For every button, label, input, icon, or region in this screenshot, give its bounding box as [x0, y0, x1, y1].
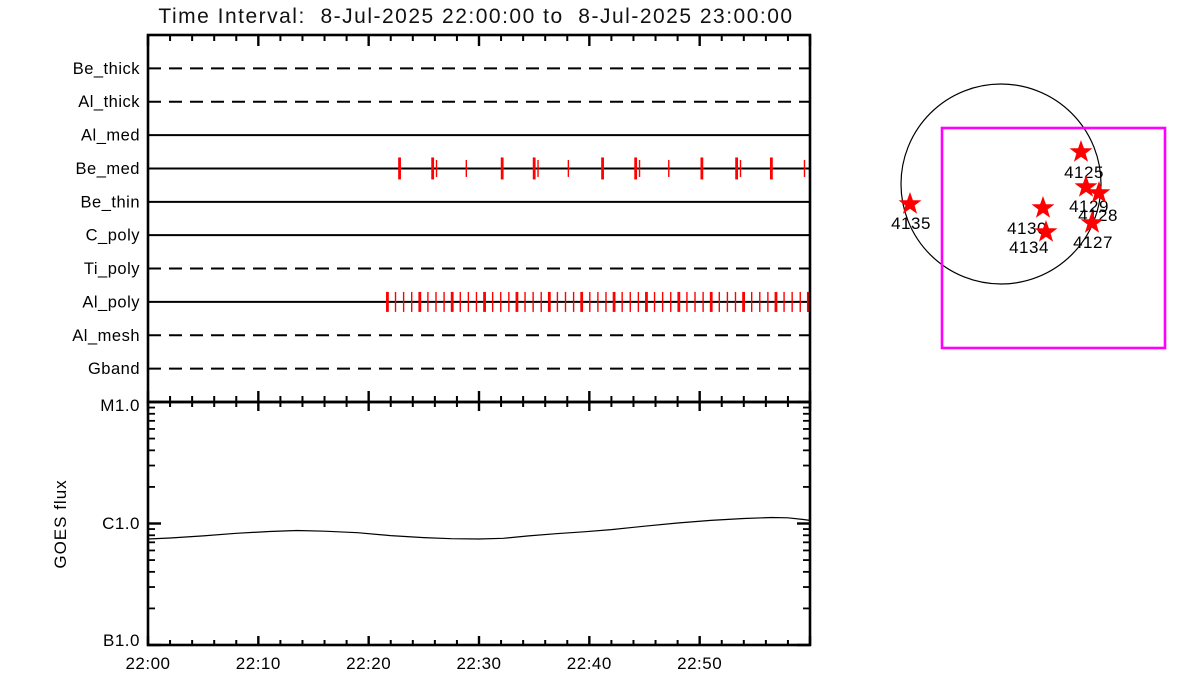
filter-row-label: Be_thin: [81, 193, 140, 211]
active-region-star: [1034, 219, 1058, 242]
goes-y-axis-label: M1.0: [100, 396, 140, 415]
filter-row-label: C_poly: [86, 227, 141, 245]
timeline-panel-border: [146, 33, 812, 404]
active-region-star: [1031, 195, 1055, 218]
axis-ticks: [146, 35, 812, 647]
goes-flux-axis-title: GOES flux: [51, 479, 70, 568]
filter-row-label: Ti_poly: [84, 260, 140, 278]
time-tick-label: 22:50: [677, 654, 722, 673]
active-region-number-label: 4135: [891, 214, 931, 233]
filter-row-label: Al_med: [81, 127, 140, 145]
active-region-number-label: 4129: [1069, 197, 1109, 216]
active-region-number-label: 4134: [1009, 238, 1049, 257]
goes-panel-border: [146, 400, 812, 647]
time-tick-label: 22:30: [456, 654, 501, 673]
axis-text-labels: Be_thick Al_thick Al_med Be_med Be_thin C_pol…: [72, 60, 722, 673]
solar-limb-circle: [900, 83, 1102, 285]
active-region-number-label: 4130: [1007, 219, 1047, 238]
filter-row-label: Al_poly: [82, 293, 140, 311]
active-region-number-label: 4125: [1064, 163, 1104, 182]
goes-flux-curve-group: [147, 516, 811, 540]
filter-exposure-ticks: [386, 157, 810, 312]
time-tick-label: 22:00: [125, 654, 170, 673]
page-title: Time Interval: 8-Jul-2025 22:00:00 to 8-…: [158, 5, 793, 28]
goes-y-axis-label: B1.0: [103, 631, 140, 650]
filter-timeline-rows: [148, 67, 810, 370]
time-tick-label: 22:10: [236, 654, 281, 673]
active-region-star: [1074, 174, 1098, 197]
time-tick-label: 22:40: [567, 654, 612, 673]
goes-flux-curve: [147, 516, 811, 540]
active-region-star: [1087, 180, 1111, 203]
time-tick-label: 22:20: [346, 654, 391, 673]
filter-row-label: Be_thick: [73, 60, 141, 78]
filter-row-label: Be_med: [76, 160, 140, 178]
filter-row-label: Gband: [88, 360, 140, 378]
active-region-number-label: 4127: [1073, 233, 1113, 252]
filter-row-label: Al_mesh: [72, 327, 140, 345]
goes-y-axis-label: C1.0: [102, 514, 140, 533]
active-region-star: [1069, 139, 1093, 162]
active-region-star: [1080, 210, 1104, 233]
xrt-fov-rectangle: [940, 126, 1167, 350]
filter-row-label: Al_thick: [78, 93, 140, 111]
active-region-star: [898, 191, 922, 214]
